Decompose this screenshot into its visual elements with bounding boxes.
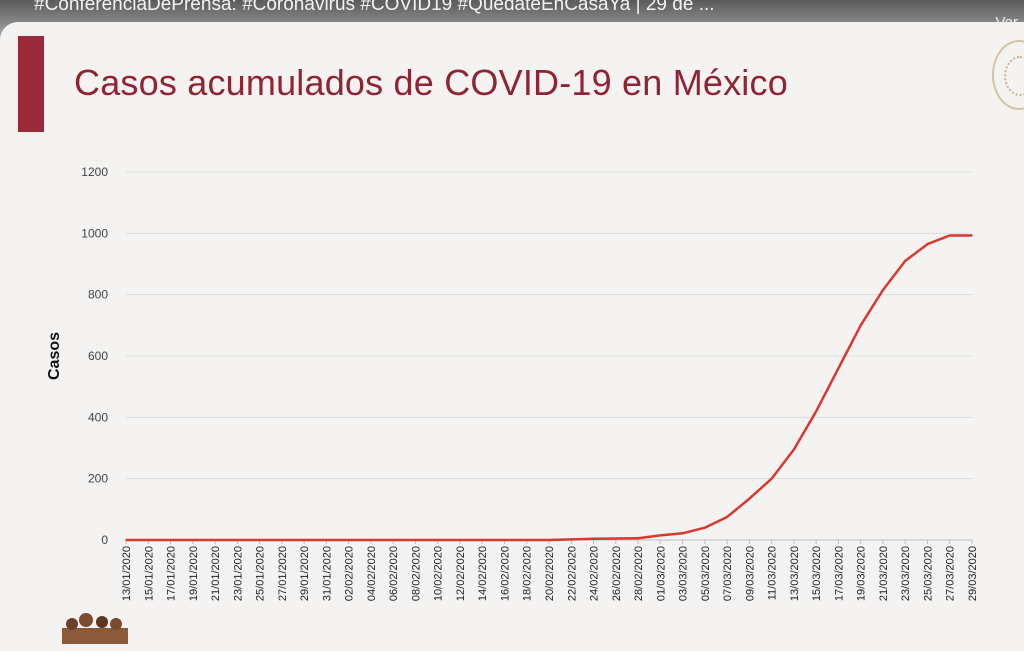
x-tick-label: 26/02/2020 [611, 546, 623, 601]
data-point [525, 539, 528, 541]
video-title[interactable]: #ConferenciaDePrensa: #Coronavirus #COVI… [34, 0, 715, 15]
data-point [481, 539, 484, 541]
slide [0, 22, 1024, 651]
data-point [726, 516, 728, 518]
x-tick-label: 27/03/2020 [945, 546, 957, 601]
data-point [770, 477, 773, 480]
data-point [503, 539, 506, 541]
x-tick-label: 07/03/2020 [722, 546, 734, 601]
data-point [236, 539, 239, 541]
data-point [325, 539, 328, 541]
historical-figures-icon [62, 613, 128, 644]
data-point [681, 532, 684, 535]
x-tick-label: 02/02/2020 [344, 546, 356, 601]
data-point [948, 234, 951, 237]
y-axis-label: Casos [46, 331, 63, 380]
data-point [548, 539, 550, 541]
x-tick-label: 04/02/2020 [366, 546, 378, 601]
data-point [614, 537, 617, 540]
x-tick-label: 29/01/2020 [299, 546, 311, 601]
data-point [859, 324, 862, 327]
data-point [281, 539, 283, 541]
y-tick-label: 1200 [81, 165, 108, 179]
slide-title: Casos acumulados de COVID-19 en México [74, 62, 788, 103]
data-point [637, 537, 639, 539]
x-tick-label: 19/01/2020 [188, 546, 200, 601]
x-tick-label: 17/01/2020 [166, 546, 178, 601]
data-point [592, 537, 595, 540]
x-tick-label: 16/02/2020 [499, 546, 511, 601]
series-line [126, 234, 972, 542]
data-point [125, 539, 127, 541]
data-point [882, 289, 884, 291]
x-tick-label: 11/03/2020 [767, 546, 779, 600]
data-point [191, 539, 194, 541]
data-point [392, 539, 394, 541]
x-tick-label: 23/03/2020 [900, 546, 912, 601]
data-point [258, 539, 261, 541]
data-point [926, 243, 929, 245]
x-tick-label: 01/03/2020 [655, 546, 667, 601]
data-point [214, 539, 216, 541]
title-accent-bar [18, 36, 44, 132]
x-tick-label: 20/02/2020 [544, 546, 556, 601]
x-tick-label: 29/03/2020 [967, 546, 979, 601]
x-tick-label: 03/03/2020 [678, 546, 690, 601]
data-point [704, 526, 706, 529]
x-tick-label: 19/03/2020 [856, 546, 868, 601]
data-point [147, 539, 150, 541]
data-point [303, 539, 305, 541]
data-point [837, 367, 840, 370]
x-tick-label: 25/01/2020 [255, 546, 267, 601]
x-tick-label: 12/02/2020 [455, 546, 467, 601]
y-tick-label: 0 [101, 533, 108, 547]
data-point [793, 448, 795, 451]
x-tick-label: 14/02/2020 [477, 546, 489, 601]
x-tick-label: 17/03/2020 [833, 546, 845, 601]
x-tick-label: 25/03/2020 [922, 546, 934, 601]
x-tick-label: 15/01/2020 [143, 546, 155, 601]
x-tick-label: 18/02/2020 [522, 546, 534, 601]
data-point [971, 234, 973, 237]
x-tick-label: 13/03/2020 [789, 546, 801, 601]
y-tick-label: 1000 [81, 226, 108, 240]
x-tick-label: 31/01/2020 [321, 546, 333, 601]
x-tick-label: 22/02/2020 [566, 546, 578, 601]
data-point [169, 539, 172, 541]
data-point [347, 539, 350, 541]
data-point [748, 497, 751, 500]
data-point [659, 534, 662, 537]
y-tick-label: 400 [88, 410, 108, 424]
data-point [570, 538, 573, 541]
x-tick-label: 21/01/2020 [210, 546, 222, 601]
x-tick-label: 08/02/2020 [410, 546, 422, 601]
y-tick-label: 200 [88, 472, 108, 486]
data-point [459, 539, 461, 541]
x-tick-label: 15/03/2020 [811, 546, 823, 601]
x-tick-label: 10/02/2020 [433, 546, 445, 601]
x-tick-label: 09/03/2020 [744, 546, 756, 601]
y-tick-label: 800 [88, 288, 108, 302]
data-point [436, 539, 439, 541]
x-tick-label: 28/02/2020 [633, 546, 645, 601]
data-point [815, 410, 817, 413]
y-tick-label: 600 [88, 349, 108, 363]
data-point [904, 260, 907, 262]
x-tick-label: 27/01/2020 [277, 546, 289, 601]
data-point [370, 539, 372, 541]
x-tick-label: 05/03/2020 [700, 546, 712, 601]
x-tick-label: 13/01/2020 [121, 546, 133, 601]
x-tick-label: 06/02/2020 [388, 546, 400, 601]
x-tick-label: 21/03/2020 [878, 546, 890, 601]
data-point [414, 539, 417, 541]
x-tick-label: 23/01/2020 [232, 546, 244, 601]
x-tick-label: 24/02/2020 [589, 546, 601, 601]
